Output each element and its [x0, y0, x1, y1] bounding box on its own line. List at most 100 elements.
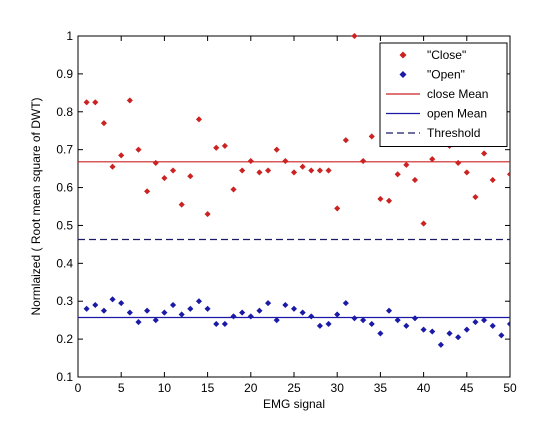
data-point: [299, 163, 306, 170]
data-point: [92, 99, 99, 106]
data-point: [316, 322, 324, 330]
y-tick-label: 0.3: [56, 294, 73, 308]
data-point: [480, 317, 488, 324]
x-axis-label: EMG signal: [263, 397, 325, 411]
data-point: [394, 317, 401, 324]
data-point: [109, 296, 116, 303]
legend-label: open Mean: [427, 107, 487, 121]
data-point: [377, 330, 384, 337]
data-point: [161, 174, 168, 182]
data-point: [195, 298, 203, 305]
data-point: [489, 176, 496, 184]
data-point: [385, 307, 393, 314]
y-tick-label: 0.7: [56, 143, 73, 157]
data-point: [316, 167, 324, 174]
data-point: [403, 322, 410, 330]
data-point: [411, 176, 419, 184]
x-tick-label: 15: [201, 381, 215, 395]
data-point: [221, 142, 229, 150]
y-tick-label: 0.8: [56, 105, 73, 119]
legend-label: "Open": [427, 68, 465, 82]
y-tick-label: 0.4: [56, 256, 73, 270]
data-point: [325, 167, 332, 174]
data-point: [403, 161, 410, 168]
data-point: [420, 220, 427, 227]
data-point: [92, 301, 99, 309]
data-point: [161, 309, 168, 316]
data-point: [342, 299, 349, 307]
data-point: [472, 193, 479, 201]
data-point: [506, 320, 510, 328]
data-point: [100, 307, 108, 314]
data-point: [359, 317, 367, 324]
data-point: [480, 150, 488, 157]
data-point: [377, 195, 384, 203]
series-layer: [78, 32, 510, 348]
legend-marker: [399, 70, 407, 79]
data-point: [143, 307, 151, 314]
data-point: [489, 322, 496, 330]
data-point: [385, 197, 393, 204]
data-point: [368, 133, 375, 140]
legend-marker: [399, 51, 407, 59]
data-point: [325, 320, 332, 328]
data-point: [169, 301, 177, 309]
data-point: [264, 167, 272, 174]
data-point: [308, 313, 315, 320]
x-tick-label: 45: [460, 381, 474, 395]
legend-label: "Close": [427, 48, 466, 62]
data-point: [135, 146, 142, 153]
x-tick-label: 50: [503, 381, 517, 395]
x-tick-label: 35: [374, 381, 388, 395]
data-point: [239, 309, 246, 316]
data-point: [334, 311, 341, 318]
data-point: [187, 173, 194, 180]
data-point: [299, 309, 306, 316]
legend: "Close" "Open" close Mean open Mean Threshol…: [379, 42, 508, 147]
data-point: [264, 299, 272, 307]
data-point: [282, 157, 289, 165]
data-point: [213, 320, 220, 328]
data-point: [506, 171, 510, 178]
data-point: [455, 159, 462, 167]
data-point: [118, 299, 125, 307]
data-point: [195, 116, 203, 123]
data-point: [169, 167, 177, 174]
data-point: [100, 119, 108, 127]
x-tick-label: 40: [417, 381, 431, 395]
data-point: [394, 171, 401, 178]
data-point: [308, 167, 315, 174]
x-tick-label: 5: [118, 381, 125, 395]
y-tick-label: 0.1: [56, 370, 73, 384]
y-tick-label: 0.6: [56, 181, 73, 195]
data-point: [429, 328, 436, 335]
data-point: [247, 157, 254, 165]
data-point: [463, 169, 470, 176]
data-point: [230, 186, 237, 193]
y-tick-label: 1: [66, 29, 73, 43]
data-point: [135, 318, 142, 326]
data-point: [351, 315, 358, 322]
x-tick-label: 25: [287, 381, 301, 395]
data-point: [446, 330, 453, 337]
data-point: [463, 326, 470, 333]
data-point: [290, 169, 298, 176]
data-point: [204, 305, 211, 312]
x-tick-label: 0: [75, 381, 82, 395]
data-point: [126, 97, 133, 104]
data-point: [351, 32, 358, 40]
x-tick-label: 20: [244, 381, 258, 395]
data-point: [256, 169, 263, 176]
data-point: [230, 313, 237, 320]
data-point: [221, 320, 229, 328]
data-point: [273, 317, 280, 324]
data-point: [178, 201, 185, 208]
axis-ticks: 0 5 10 15 20 25 30 35 40 45 50 0.1 0.2 0.3 0.4 0.5 0.6 0.…: [56, 29, 517, 395]
data-point: [247, 313, 254, 320]
data-point: [187, 305, 194, 312]
legend-box: [379, 42, 508, 147]
data-point: [126, 309, 133, 316]
legend-label: close Mean: [427, 87, 488, 101]
